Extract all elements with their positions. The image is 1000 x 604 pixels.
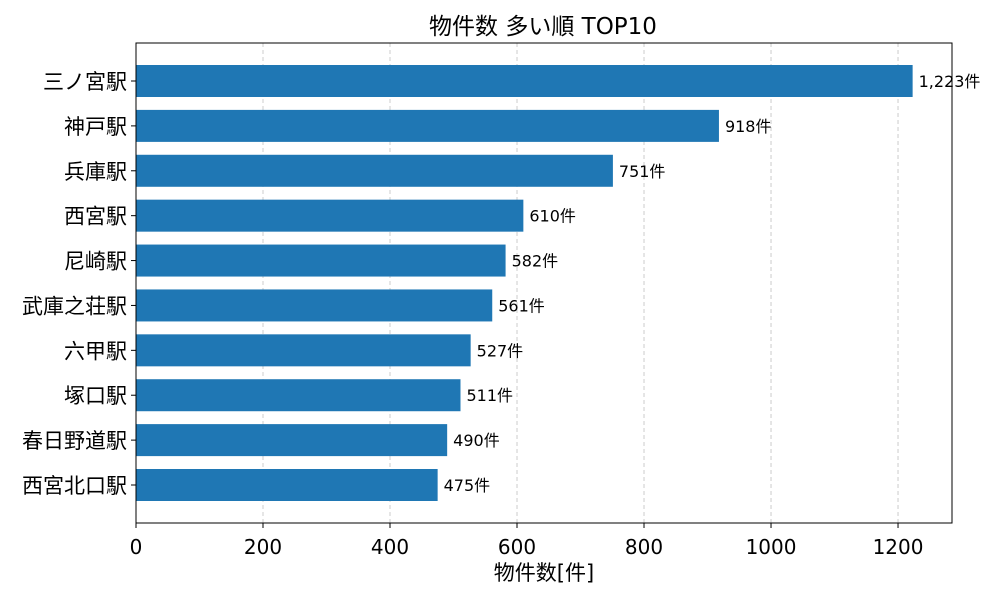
- bar-value-label: 561件: [498, 296, 545, 315]
- y-tick-label: 三ノ宮駅: [43, 70, 127, 94]
- bar: [136, 469, 438, 501]
- bar-value-label: 918件: [725, 117, 772, 136]
- x-axis-label: 物件数[件]: [494, 561, 594, 585]
- y-tick-label: 神戸駅: [64, 115, 127, 139]
- bar: [136, 199, 524, 232]
- bar-value-label: 582件: [512, 252, 559, 271]
- x-tick-label: 1000: [746, 535, 797, 559]
- bar: [136, 154, 613, 187]
- bar: [136, 334, 471, 367]
- bar-value-label: 610件: [529, 207, 576, 226]
- bar: [136, 244, 506, 277]
- chart-title: 物件数 多い順 TOP10: [429, 14, 657, 40]
- bar-value-label: 751件: [619, 162, 666, 181]
- y-tick-label: 西宮北口駅: [22, 474, 127, 498]
- bar-layer: 1,223件 918件 751件 610件 582件 561件 527件 511件 490件 47…: [136, 65, 980, 501]
- bar-value-label: 490件: [453, 431, 500, 450]
- bar: [136, 65, 913, 97]
- y-tick-label: 武庫之荘駅: [22, 294, 127, 318]
- bar-value-label: 1,223件: [919, 72, 981, 91]
- x-tick-label: 200: [244, 535, 282, 559]
- bar-value-label: 475件: [444, 476, 491, 495]
- x-tick-label: 600: [498, 535, 536, 559]
- y-tick-label: 西宮駅: [64, 205, 127, 229]
- bar-value-label: 527件: [477, 341, 524, 360]
- bar: [136, 379, 461, 412]
- bar: [136, 424, 448, 457]
- bar-value-label: 511件: [466, 386, 513, 405]
- x-tick-label: 1200: [873, 535, 924, 559]
- plot-frame: [135, 42, 953, 524]
- bar: [136, 289, 493, 322]
- y-tick-label: 春日野道駅: [22, 429, 127, 453]
- y-tick-label: 塚口駅: [64, 384, 127, 408]
- x-tick-label: 0: [130, 535, 143, 559]
- bar: [136, 109, 719, 142]
- y-tick-label: 尼崎駅: [64, 250, 127, 274]
- y-tick-label: 六甲駅: [64, 339, 127, 363]
- x-tick-label: 800: [625, 535, 663, 559]
- x-axis: 0 200 400 600 800 1000 1200: [130, 523, 924, 559]
- y-tick-label: 兵庫駅: [64, 160, 127, 184]
- x-tick-label: 400: [371, 535, 409, 559]
